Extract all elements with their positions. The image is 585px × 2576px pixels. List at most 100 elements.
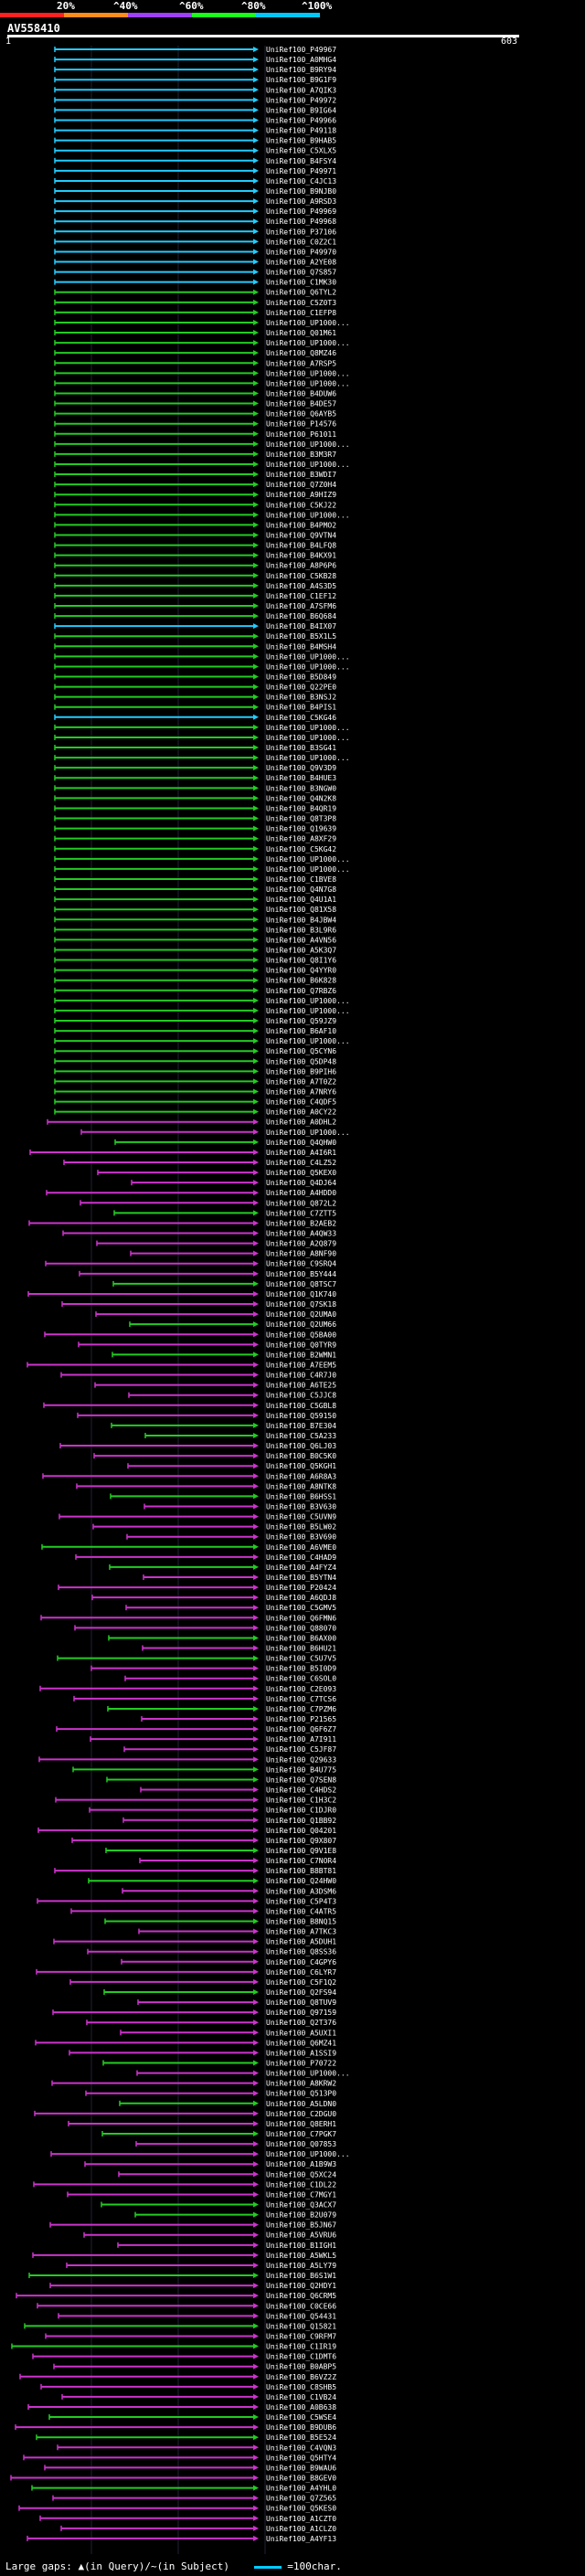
hit-label[interactable]: UniRef100_C7PZM6 <box>266 1705 336 1713</box>
hit-row[interactable]: UniRef100_Q7Z0H4 <box>54 481 336 489</box>
hit-row[interactable]: UniRef100_A5K3Q7 <box>54 946 336 954</box>
hit-label[interactable]: UniRef100_A4FYZ4 <box>266 1564 336 1572</box>
hit-row[interactable]: UniRef100_B4DUW6 <box>54 389 336 398</box>
hit-label[interactable]: UniRef100_UP1000... <box>266 734 350 742</box>
hit-row[interactable]: UniRef100_UP1000... <box>54 461 350 469</box>
hit-row[interactable]: UniRef100_Q7S857 <box>54 269 336 277</box>
hit-row[interactable]: UniRef100_A1B9W3 <box>84 2160 336 2168</box>
hit-label[interactable]: UniRef100_Q2FS94 <box>266 1988 336 1997</box>
hit-label[interactable]: UniRef100_B8NQ15 <box>266 1917 336 1925</box>
hit-label[interactable]: UniRef100_Q29633 <box>266 1755 336 1764</box>
hit-row[interactable]: UniRef100_A7NRY6 <box>54 1088 336 1097</box>
hit-row[interactable]: UniRef100_C5XLX5 <box>54 147 336 155</box>
hit-label[interactable]: UniRef100_B9HAB5 <box>266 137 336 145</box>
hit-label[interactable]: UniRef100_Q04201 <box>266 1827 336 1835</box>
hit-row[interactable]: UniRef100_Q1K740 <box>27 1290 336 1299</box>
hit-label[interactable]: UniRef100_A4S3D5 <box>266 582 336 590</box>
hit-label[interactable]: UniRef100_B4KX91 <box>266 552 336 560</box>
hit-row[interactable]: UniRef100_UP1000... <box>54 734 350 742</box>
hit-label[interactable]: UniRef100_P49118 <box>266 127 336 135</box>
hit-row[interactable]: UniRef100_B6K828 <box>54 977 336 985</box>
hit-label[interactable]: UniRef100_B2U079 <box>266 2211 336 2220</box>
hit-label[interactable]: UniRef100_A8KRW2 <box>266 2080 336 2088</box>
hit-row[interactable]: UniRef100_B7E304 <box>111 1422 336 1430</box>
hit-label[interactable]: UniRef100_Q5KEX0 <box>266 1169 336 1177</box>
hit-label[interactable]: UniRef100_Q8ERH1 <box>266 2120 336 2128</box>
hit-label[interactable]: UniRef100_B6HU21 <box>266 1645 336 1653</box>
hit-row[interactable]: UniRef100_C5KG42 <box>54 845 336 853</box>
hit-row[interactable]: UniRef100_Q8SS36 <box>87 1948 336 1956</box>
hit-row[interactable]: UniRef100_B6Q684 <box>54 612 336 620</box>
hit-row[interactable]: UniRef100_A4HDD0 <box>46 1189 336 1197</box>
hit-row[interactable]: UniRef100_B4PIS1 <box>54 704 336 712</box>
hit-row[interactable]: UniRef100_A7T0Z2 <box>54 1077 336 1086</box>
hit-row[interactable]: UniRef100_Q8MZ46 <box>54 349 336 357</box>
hit-label[interactable]: UniRef100_C0CE66 <box>266 2302 336 2310</box>
hit-row[interactable]: UniRef100_Q19639 <box>54 825 336 833</box>
hit-row[interactable]: UniRef100_UP1000... <box>54 369 350 377</box>
hit-label[interactable]: UniRef100_Q1K740 <box>266 1290 336 1299</box>
hit-label[interactable]: UniRef100_Q5KGH1 <box>266 1462 336 1470</box>
hit-label[interactable]: UniRef100_C5GBL8 <box>266 1402 336 1410</box>
hit-row[interactable]: UniRef100_B0ABP5 <box>53 2363 336 2371</box>
hit-label[interactable]: UniRef100_Q88070 <box>266 1624 336 1632</box>
hit-row[interactable]: UniRef100_B4QR19 <box>54 804 336 812</box>
hit-row[interactable]: UniRef100_B4HUE3 <box>54 774 336 782</box>
hit-label[interactable]: UniRef100_Q6MZ41 <box>266 2039 336 2047</box>
hit-row[interactable]: UniRef100_Q5DP48 <box>54 1057 336 1065</box>
hit-label[interactable]: UniRef100_Q9X807 <box>266 1837 336 1845</box>
hit-label[interactable]: UniRef100_Q5DP48 <box>266 1057 336 1065</box>
hit-row[interactable]: UniRef100_C1DMT6 <box>32 2353 336 2361</box>
hit-label[interactable]: UniRef100_A4VN56 <box>266 936 336 944</box>
hit-label[interactable]: UniRef100_Q07853 <box>266 2140 336 2148</box>
hit-row[interactable]: UniRef100_A9RSD3 <box>54 197 336 206</box>
hit-label[interactable]: UniRef100_B4PIS1 <box>266 704 336 712</box>
hit-label[interactable]: UniRef100_A3DSM6 <box>266 1887 336 1895</box>
hit-row[interactable]: UniRef100_A5DUH1 <box>53 1938 336 1946</box>
hit-label[interactable]: UniRef100_Q7Z0H4 <box>266 481 336 489</box>
hit-label[interactable]: UniRef100_B7E304 <box>266 1422 336 1430</box>
hit-label[interactable]: UniRef100_Q7SEN8 <box>266 1776 336 1784</box>
hit-row[interactable]: UniRef100_B9HAB5 <box>54 137 336 145</box>
hit-row[interactable]: UniRef100_C8SHB5 <box>40 2383 336 2391</box>
hit-row[interactable]: UniRef100_A8NTK8 <box>76 1482 336 1490</box>
hit-label[interactable]: UniRef100_UP1000... <box>266 440 350 449</box>
hit-label[interactable]: UniRef100_Q9VTN4 <box>266 531 336 539</box>
hit-label[interactable]: UniRef100_P49966 <box>266 117 336 125</box>
hit-label[interactable]: UniRef100_A7NRY6 <box>266 1088 336 1097</box>
hit-row[interactable]: UniRef100_Q2FS94 <box>103 1988 336 1997</box>
hit-label[interactable]: UniRef100_C9SRQ4 <box>266 1260 336 1268</box>
hit-label[interactable]: UniRef100_B5YTN4 <box>266 1574 336 1582</box>
hit-label[interactable]: UniRef100_Q8I1Y6 <box>266 957 336 965</box>
hit-row[interactable]: UniRef100_B4LFQ8 <box>54 542 336 550</box>
hit-label[interactable]: UniRef100_Q24HW0 <box>266 1877 336 1885</box>
hit-label[interactable]: UniRef100_C4HDS2 <box>266 1786 336 1795</box>
hit-label[interactable]: UniRef100_C1EF12 <box>266 592 336 600</box>
hit-label[interactable]: UniRef100_C1IR19 <box>266 2343 336 2351</box>
hit-row[interactable]: UniRef100_Q59JZ9 <box>54 1017 336 1025</box>
hit-row[interactable]: UniRef100_Q5CYN6 <box>54 1047 336 1055</box>
hit-label[interactable]: UniRef100_UP1000... <box>266 319 350 327</box>
hit-label[interactable]: UniRef100_A7SFM6 <box>266 602 336 610</box>
hit-row[interactable]: UniRef100_UP1000... <box>54 1037 350 1045</box>
hit-label[interactable]: UniRef100_B5E524 <box>266 2433 336 2442</box>
hit-label[interactable]: UniRef100_B5I0D9 <box>266 1665 336 1673</box>
hit-row[interactable]: UniRef100_A0DHL2 <box>47 1118 336 1127</box>
hit-label[interactable]: UniRef100_A7I911 <box>266 1735 336 1744</box>
hit-row[interactable]: UniRef100_Q4QHW0 <box>114 1139 336 1147</box>
hit-row[interactable]: UniRef100_Q9V3D9 <box>54 764 336 772</box>
hit-label[interactable]: UniRef100_Q54431 <box>266 2312 336 2320</box>
hit-label[interactable]: UniRef100_Q6AYB5 <box>266 410 336 419</box>
hit-row[interactable]: UniRef100_Q872L2 <box>80 1199 336 1207</box>
hit-label[interactable]: UniRef100_C4JC13 <box>266 177 336 186</box>
hit-row[interactable]: UniRef100_Q8T3P8 <box>54 815 336 823</box>
hit-row[interactable]: UniRef100_Q81X58 <box>54 906 336 914</box>
hit-label[interactable]: UniRef100_B6K828 <box>266 977 336 985</box>
hit-label[interactable]: UniRef100_A0MHG4 <box>266 56 336 64</box>
hit-row[interactable]: UniRef100_UP1000... <box>54 865 350 874</box>
hit-label[interactable]: UniRef100_C0Z2C1 <box>266 238 336 246</box>
hit-row[interactable]: UniRef100_P49968 <box>54 217 336 226</box>
hit-label[interactable]: UniRef100_B3L9R6 <box>266 926 336 934</box>
hit-label[interactable]: UniRef100_B6AX00 <box>266 1634 336 1642</box>
hit-label[interactable]: UniRef100_C2E093 <box>266 1685 336 1693</box>
